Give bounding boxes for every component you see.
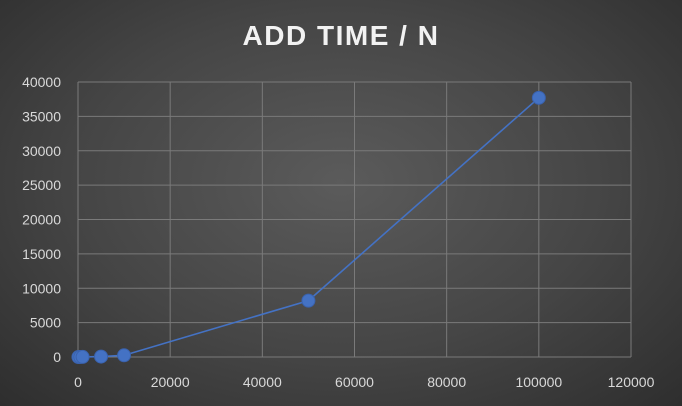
series-line bbox=[78, 97, 540, 358]
y-tick-label: 30000 bbox=[22, 143, 61, 159]
data-point bbox=[75, 349, 90, 364]
y-tick-label: 0 bbox=[53, 349, 61, 365]
y-tick-label: 10000 bbox=[22, 280, 61, 296]
x-tick-label: 120000 bbox=[608, 374, 655, 390]
y-tick-label: 20000 bbox=[22, 212, 61, 228]
data-point bbox=[301, 293, 316, 308]
y-tick-label: 5000 bbox=[30, 315, 61, 331]
y-tick-label: 25000 bbox=[22, 177, 61, 193]
x-tick-label: 60000 bbox=[335, 374, 374, 390]
data-point bbox=[531, 90, 546, 105]
x-tick-label: 40000 bbox=[243, 374, 282, 390]
x-tick-label: 0 bbox=[74, 374, 82, 390]
y-tick-label: 40000 bbox=[22, 74, 61, 90]
data-point bbox=[94, 349, 109, 364]
x-tick-label: 100000 bbox=[515, 374, 562, 390]
data-point bbox=[117, 348, 132, 363]
x-tick-label: 20000 bbox=[151, 374, 190, 390]
y-tick-label: 35000 bbox=[22, 108, 61, 124]
x-tick-label: 80000 bbox=[427, 374, 466, 390]
y-tick-label: 15000 bbox=[22, 246, 61, 262]
chart-title: ADD TIME / N bbox=[242, 20, 440, 51]
